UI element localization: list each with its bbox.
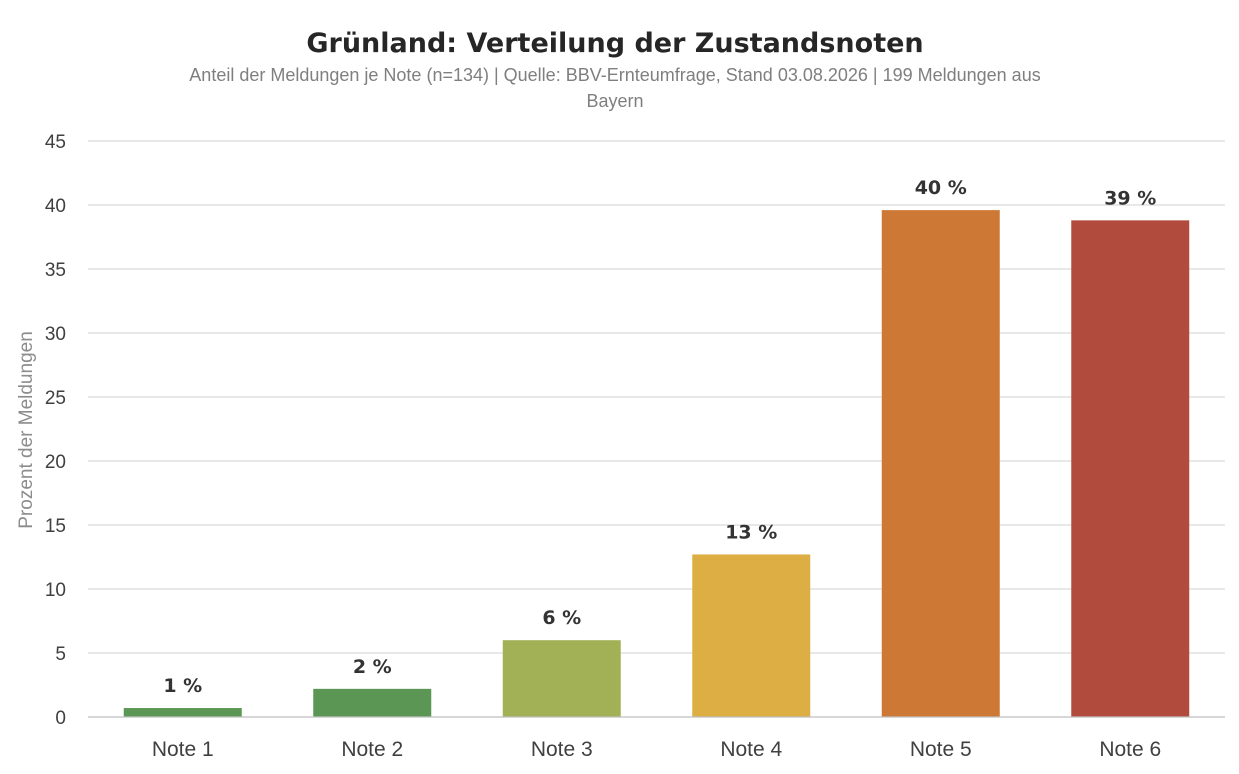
y-tick-label: 45: [45, 132, 66, 153]
y-tick-label: 15: [45, 516, 66, 537]
bars: [123, 210, 1190, 718]
x-tick-label: Note 6: [1099, 738, 1161, 761]
bar: [1071, 220, 1190, 718]
x-tick-label: Note 1: [152, 738, 214, 761]
x-tick-label: Note 5: [910, 738, 972, 761]
data-label: 6 %: [542, 607, 581, 629]
x-tick-label: Note 3: [531, 738, 593, 761]
x-axis-categories: Note 1 Note 2 Note 3 Note 4 Note 5 Note 6: [152, 738, 1161, 761]
data-label: 39 %: [1104, 187, 1156, 209]
y-tick-label: 40: [45, 196, 66, 217]
chart-subtitle-line-1: Anteil der Meldungen je Note (n=134) | Q…: [189, 65, 1040, 85]
bar: [881, 210, 1000, 717]
data-label: 40 %: [915, 177, 967, 199]
data-label: 13 %: [725, 521, 777, 543]
bar: [123, 708, 242, 717]
gridlines: [88, 140, 1225, 654]
chart-title: Grünland: Verteilung der Zustandsnoten: [306, 28, 923, 59]
data-label: 2 %: [353, 656, 392, 678]
y-tick-label: 20: [45, 452, 66, 473]
y-tick-label: 35: [45, 260, 66, 281]
bar: [502, 640, 621, 717]
y-axis-label: Prozent der Meldungen: [16, 331, 37, 529]
y-tick-label: 25: [45, 388, 66, 409]
data-label: 1 %: [163, 675, 202, 697]
chart-subtitle-line-2: Bayern: [586, 91, 643, 111]
y-tick-label: 10: [45, 580, 66, 601]
x-tick-label: Note 4: [720, 738, 782, 761]
y-tick-label: 5: [55, 644, 66, 665]
bar: [692, 554, 811, 717]
y-tick-label: 30: [45, 324, 66, 345]
x-tick-label: Note 2: [341, 738, 403, 761]
y-axis-ticks: 0 5 10 15 20 25 30 35 40 45: [45, 132, 66, 729]
y-tick-label: 0: [55, 708, 66, 729]
bar: [313, 688, 432, 717]
data-labels: 1 % 2 % 6 % 13 % 40 % 39 %: [163, 177, 1156, 697]
